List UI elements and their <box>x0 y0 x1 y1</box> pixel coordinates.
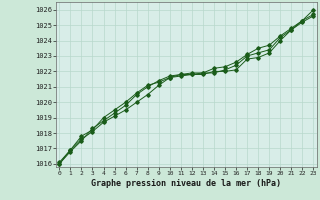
X-axis label: Graphe pression niveau de la mer (hPa): Graphe pression niveau de la mer (hPa) <box>92 179 281 188</box>
